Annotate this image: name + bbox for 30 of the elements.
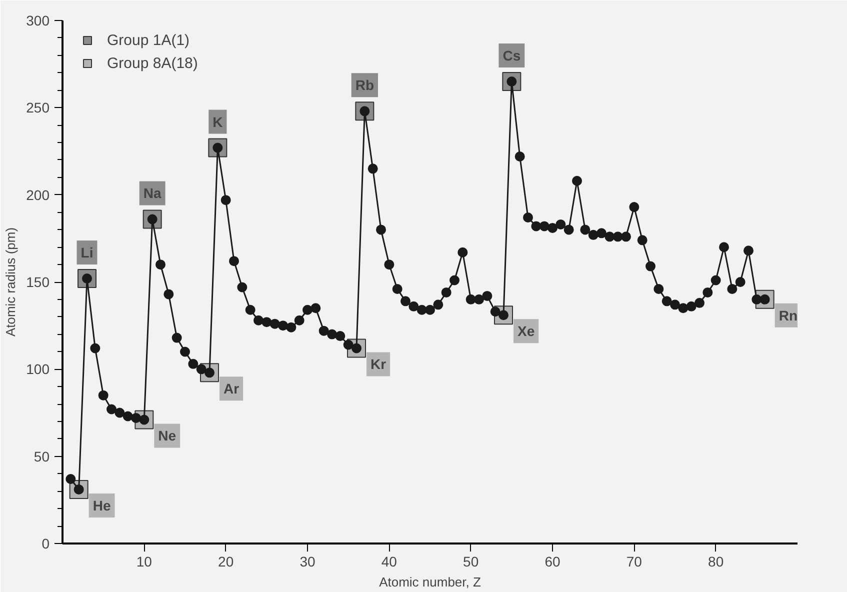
annotation: Li [80, 244, 94, 261]
annotation: He [92, 497, 111, 514]
y-tick-label: 150 [26, 274, 50, 290]
annotation: Na [143, 185, 162, 202]
x-axis-title: Atomic number, Z [379, 574, 481, 590]
annotation: Ar [224, 380, 240, 397]
y-tick-label: 100 [26, 361, 50, 378]
y-tick-label: 50 [34, 448, 50, 464]
legend-label: Group 1A(1) [107, 32, 190, 48]
annotation: Rn [778, 307, 798, 324]
x-tick-label: 10 [136, 554, 152, 570]
annotation: Ne [158, 428, 176, 444]
x-tick-label: 50 [463, 554, 479, 570]
y-tick-label: 0 [42, 536, 50, 552]
y-tick-label: 200 [26, 186, 50, 203]
x-tick-label: 40 [381, 554, 398, 570]
x-tick-label: 70 [626, 554, 642, 570]
y-axis-title: Atomic radius (pm) [3, 227, 18, 337]
x-tick-label: 20 [218, 554, 234, 570]
y-tick-label: 250 [26, 100, 50, 116]
annotation: Xe [518, 323, 535, 340]
legend-label: Group 8A(18) [107, 54, 198, 72]
annotation: Cs [502, 48, 521, 64]
x-tick-label: 60 [544, 554, 560, 570]
annotation: Rb [355, 77, 374, 94]
x-tick-label: 80 [708, 554, 724, 570]
y-tick-label: 300 [26, 12, 50, 28]
x-tick-label: 30 [300, 554, 316, 570]
annotation: Kr [370, 356, 387, 372]
annotation: K [212, 114, 223, 130]
